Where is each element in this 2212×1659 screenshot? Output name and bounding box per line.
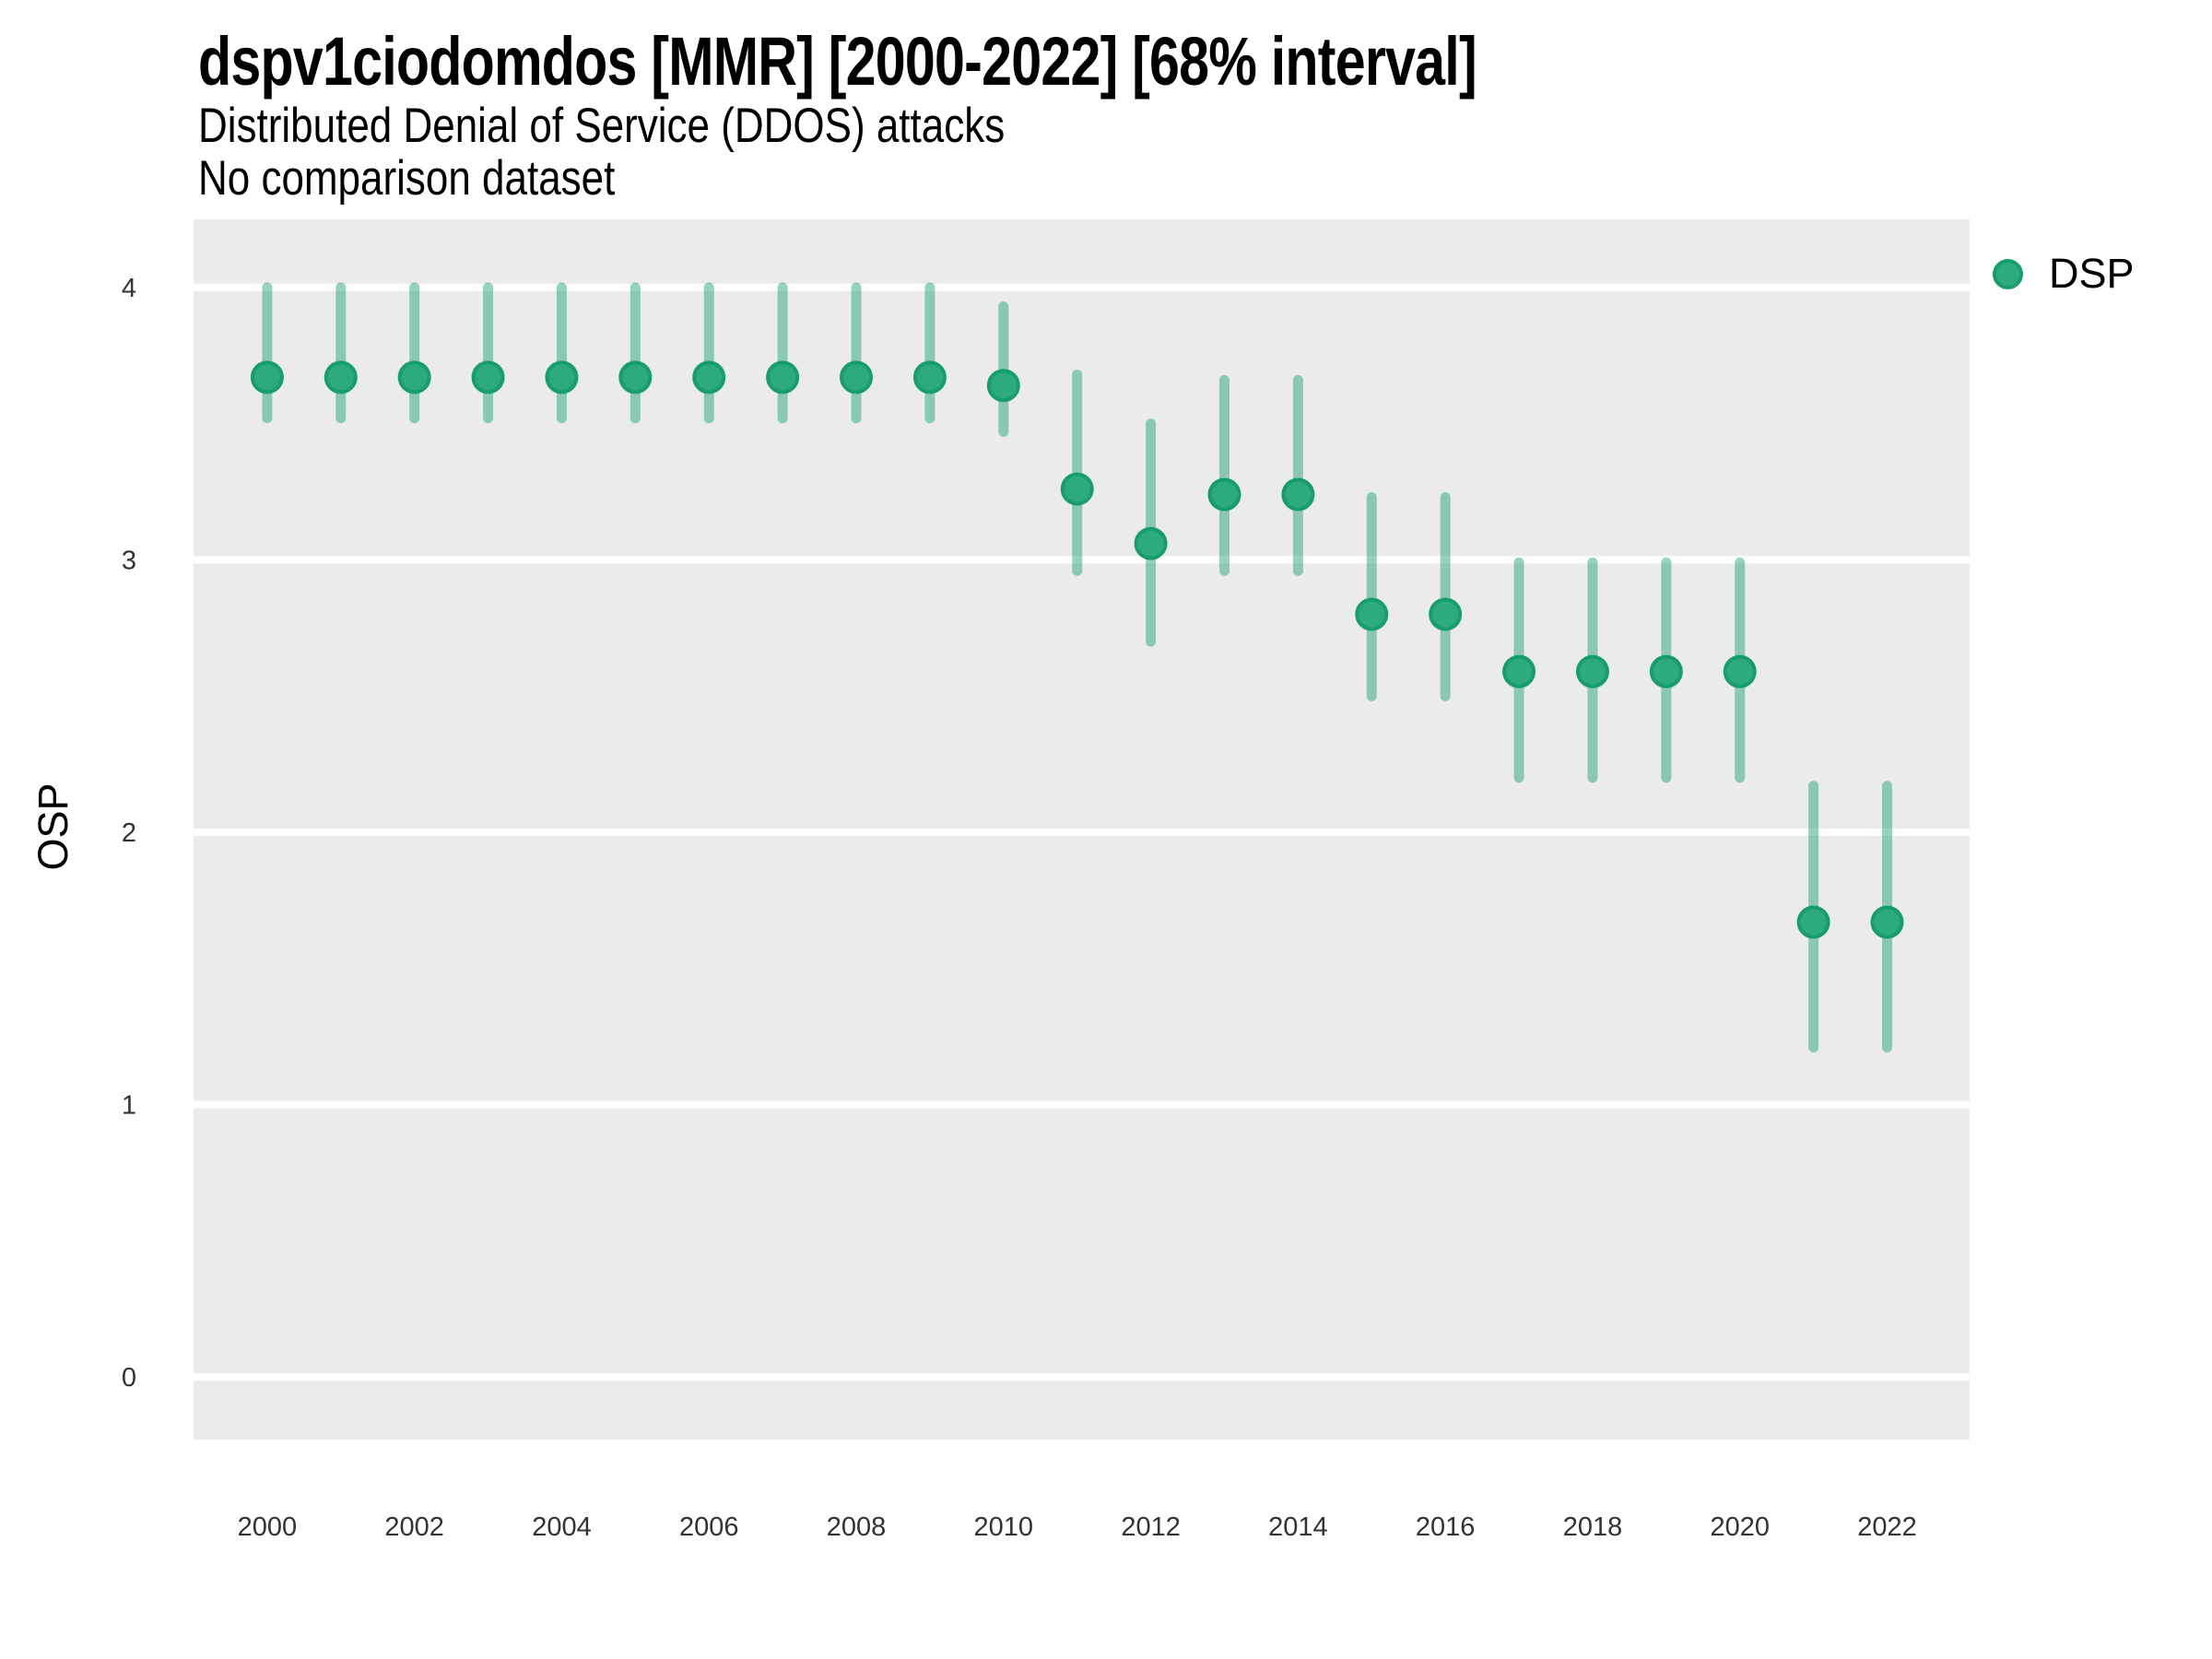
legend: DSP	[1993, 250, 2135, 298]
data-point-2005	[618, 360, 653, 394]
data-point-2010	[986, 369, 1020, 403]
x-tick-label: 2010	[974, 1512, 1034, 1542]
x-tick-label: 2022	[1857, 1512, 1917, 1542]
chart-title: dspv1ciodomdos [MMR] [2000-2022] [68% in…	[198, 23, 1477, 100]
data-point-2006	[692, 360, 726, 394]
x-tick-label: 2018	[1563, 1512, 1623, 1542]
data-point-2012	[1134, 526, 1168, 560]
data-point-2015	[1355, 597, 1389, 631]
data-point-2002	[397, 360, 431, 394]
data-point-2017	[1502, 654, 1536, 688]
data-point-2004	[545, 360, 579, 394]
x-tick-label: 2012	[1121, 1512, 1181, 1542]
legend-label: DSP	[2049, 250, 2135, 297]
chart-subtitle: Distributed Denial of Service (DDOS) att…	[198, 99, 1006, 153]
data-point-2021	[1796, 905, 1830, 939]
y-tick-label: 4	[122, 274, 136, 303]
y-tick-label: 1	[122, 1090, 136, 1120]
data-point-2022	[1870, 905, 1904, 939]
x-tick-label: 2004	[532, 1512, 592, 1542]
data-point-2018	[1575, 654, 1609, 688]
x-tick-label: 2006	[679, 1512, 739, 1542]
data-point-2000	[250, 360, 284, 394]
data-point-2009	[912, 360, 947, 394]
x-tick-label: 2020	[1710, 1512, 1770, 1542]
y-tick-label: 0	[122, 1363, 136, 1393]
data-point-2011	[1060, 472, 1094, 506]
data-point-2020	[1723, 654, 1757, 688]
data-point-2013	[1207, 477, 1241, 512]
legend-point-icon	[1993, 258, 2023, 289]
data-point-2001	[324, 360, 358, 394]
x-tick-label: 2000	[238, 1512, 298, 1542]
data-point-2019	[1649, 654, 1683, 688]
y-tick-label: 3	[122, 546, 136, 575]
x-tick-label: 2014	[1268, 1512, 1328, 1542]
data-point-2014	[1281, 477, 1315, 512]
x-tick-label: 2016	[1416, 1512, 1476, 1542]
x-tick-label: 2002	[384, 1512, 444, 1542]
chart-note: No comparison dataset	[198, 151, 616, 206]
x-tick-label: 2008	[827, 1512, 887, 1542]
data-point-2008	[840, 360, 874, 394]
y-tick-label: 2	[122, 818, 136, 848]
data-point-2007	[766, 360, 800, 394]
data-point-2016	[1429, 597, 1463, 631]
data-point-2003	[471, 360, 505, 394]
